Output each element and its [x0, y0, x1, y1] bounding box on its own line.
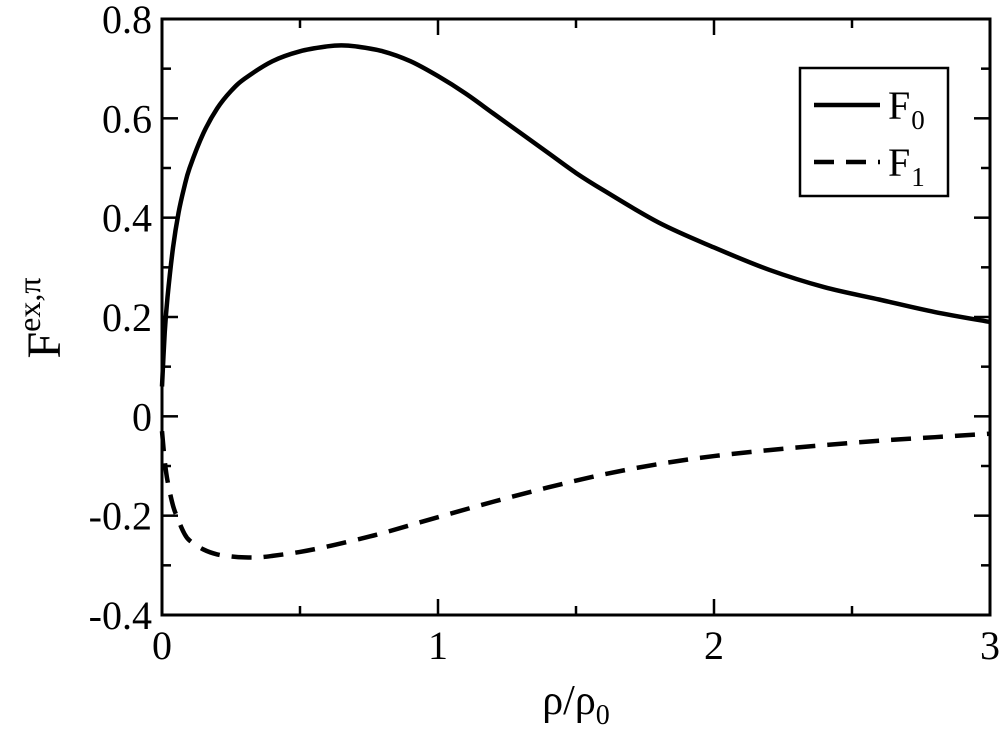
legend-box [798, 66, 950, 198]
y-axis-title-sup: ex,π [11, 277, 47, 331]
y-tick-label: -0.4 [89, 593, 152, 638]
series-line-f0 [159, 43, 991, 387]
y-tick-label: 0 [132, 394, 152, 439]
legend-label-f1-sub: 1 [911, 162, 925, 192]
legend-label-f1-base: F [888, 140, 910, 185]
x-axis-title-base: ρ/ρ [542, 678, 596, 724]
series-line-f1 [159, 431, 991, 560]
x-tick-label: 3 [980, 623, 1000, 668]
y-axis-title-base: F [18, 332, 71, 359]
y-tick-label: -0.2 [89, 494, 152, 539]
y-tick-label: 0.4 [102, 196, 152, 241]
y-tick-label: 0.2 [102, 295, 152, 340]
y-tick-label: 0.6 [102, 96, 152, 141]
y-axis-title: Fex,π [11, 277, 71, 358]
x-tick-label: 2 [704, 623, 724, 668]
plot-area [159, 17, 992, 617]
axis-ticks [160, 17, 992, 617]
legend: F0 F1 [798, 66, 950, 198]
series-layer [159, 43, 991, 560]
x-tick-label: 1 [428, 623, 448, 668]
y-tick-label: 0.8 [102, 0, 152, 42]
x-axis-title: ρ/ρ0 [542, 678, 610, 731]
x-axis-title-sub: 0 [596, 700, 610, 731]
tick-labels: 0 1 2 3 -0.4 -0.2 0 0.2 0.4 0.6 0.8 [89, 0, 1000, 668]
x-tick-label: 0 [152, 623, 172, 668]
legend-label-f0-sub: 0 [911, 105, 925, 135]
legend-label-f0: F0 [888, 83, 925, 135]
legend-label-f1: F1 [888, 140, 925, 192]
legend-label-f0-base: F [888, 83, 910, 128]
